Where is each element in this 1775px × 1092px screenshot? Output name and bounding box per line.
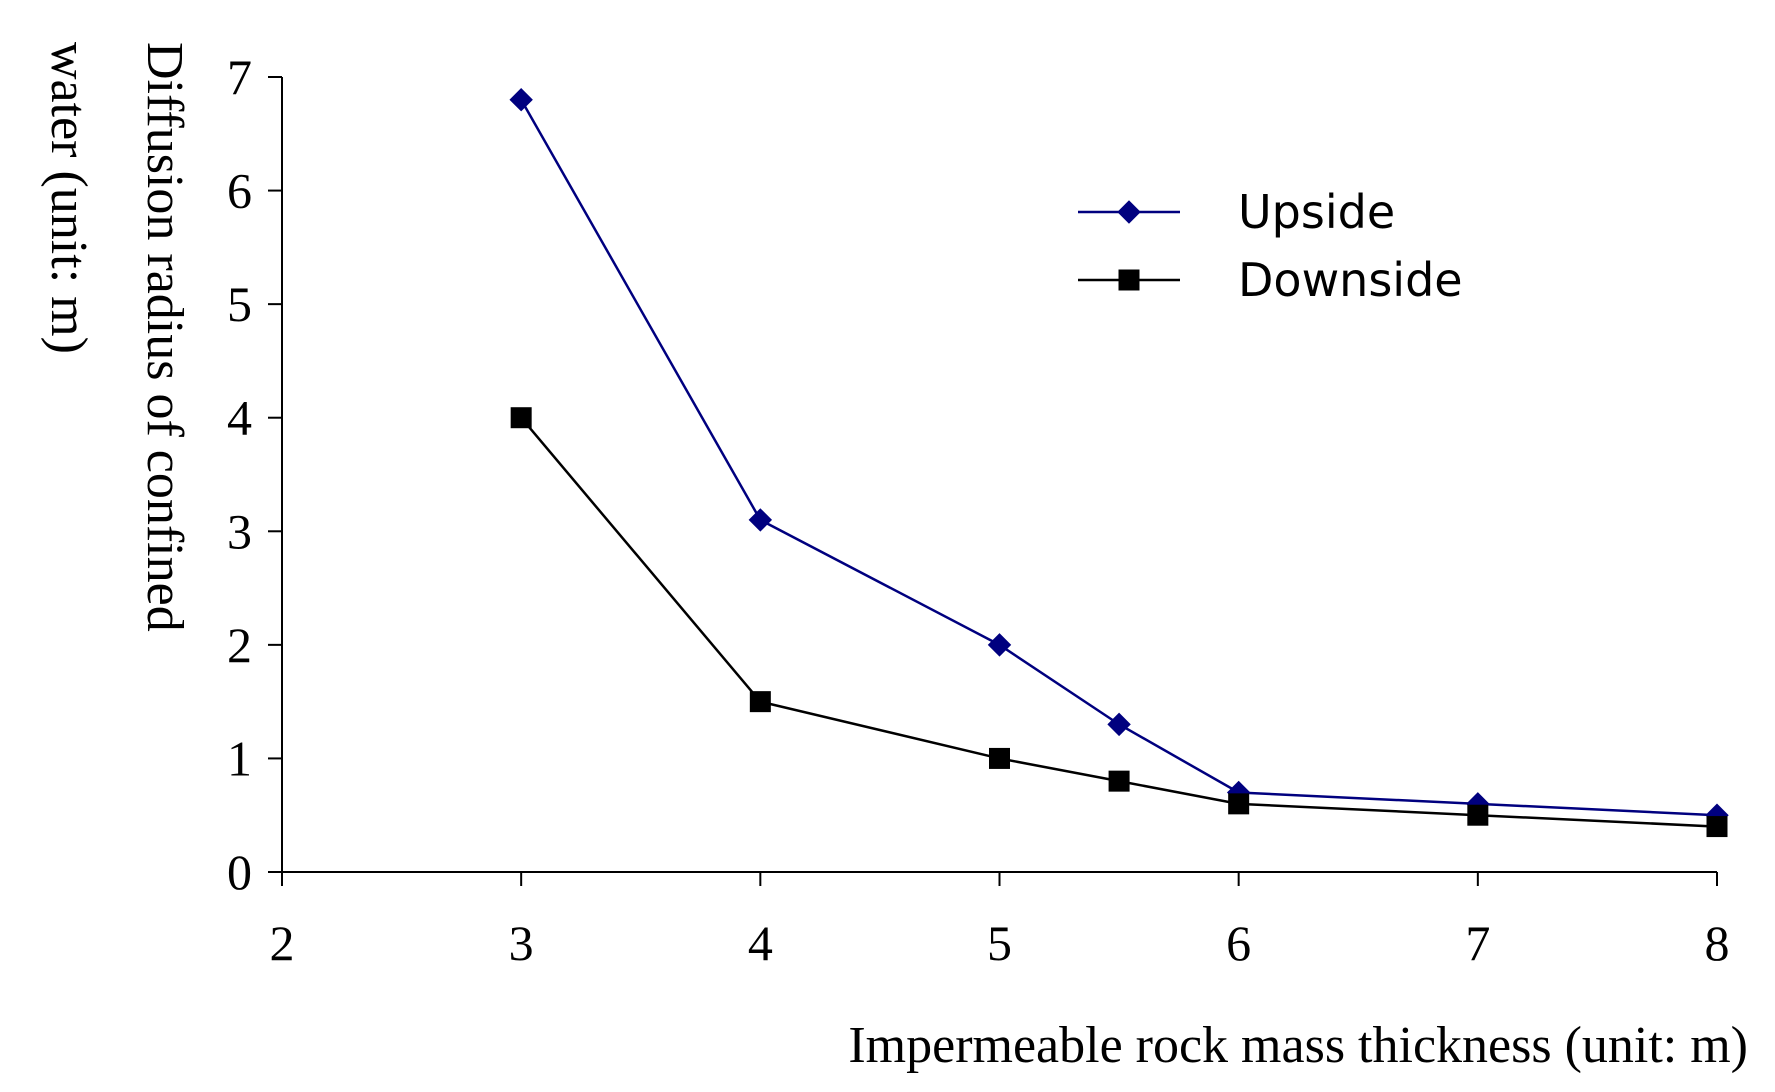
legend-label-upside: Upside	[1238, 185, 1395, 239]
legend-item-downside: Downside	[1078, 253, 1463, 307]
series-upside	[509, 88, 1729, 827]
x-tick-label: 4	[748, 915, 773, 971]
x-axis-ticks: 2 3 4 5 6 7 8	[270, 872, 1730, 971]
x-tick-label: 2	[270, 915, 295, 971]
data-point-downside	[510, 407, 532, 429]
legend-marker-downside	[1118, 269, 1140, 291]
data-point-upside	[1107, 712, 1131, 737]
y-tick-label: 4	[227, 390, 252, 446]
y-tick-label: 1	[227, 730, 252, 786]
y-tick-label: 3	[227, 503, 252, 559]
legend: Upside Downside	[1078, 185, 1463, 307]
x-tick-label: 8	[1705, 915, 1730, 971]
data-point-downside	[1228, 793, 1250, 815]
legend-marker-upside	[1117, 200, 1141, 224]
data-point-upside	[509, 88, 533, 112]
y-tick-label: 6	[227, 163, 252, 219]
x-tick-label: 7	[1465, 915, 1490, 971]
y-axis-title: Diffusion radius of confined water (unit:…	[40, 42, 193, 632]
x-axis-title: Impermeable rock mass thickness (unit: m…	[848, 1017, 1748, 1074]
y-tick-label: 0	[227, 844, 252, 900]
y-tick-label: 2	[227, 617, 252, 673]
data-point-downside	[989, 747, 1010, 769]
x-tick-label: 3	[509, 915, 534, 971]
x-tick-label: 5	[987, 915, 1012, 971]
series-line-downside	[520, 416, 1718, 828]
data-point-upside	[748, 508, 773, 532]
series-downside	[510, 407, 1728, 838]
legend-label-downside: Downside	[1238, 253, 1463, 307]
y-axis-title-line-2: water (unit: m)	[40, 42, 97, 354]
x-tick-label: 6	[1226, 915, 1251, 971]
series-line-upside	[520, 99, 1718, 817]
data-point-downside	[1467, 804, 1489, 826]
data-point-downside	[1108, 770, 1130, 792]
series-layer	[509, 88, 1729, 838]
data-point-downside	[749, 691, 771, 713]
y-axis-title-line-1: Diffusion radius of confined	[136, 42, 193, 632]
y-tick-label: 5	[227, 276, 252, 332]
data-point-downside	[1706, 816, 1728, 838]
legend-item-upside: Upside	[1078, 185, 1395, 239]
y-axis-ticks: 0 1 2 3 4 5 6 7	[227, 49, 282, 900]
data-point-upside	[987, 633, 1012, 657]
y-tick-label: 7	[227, 49, 252, 105]
